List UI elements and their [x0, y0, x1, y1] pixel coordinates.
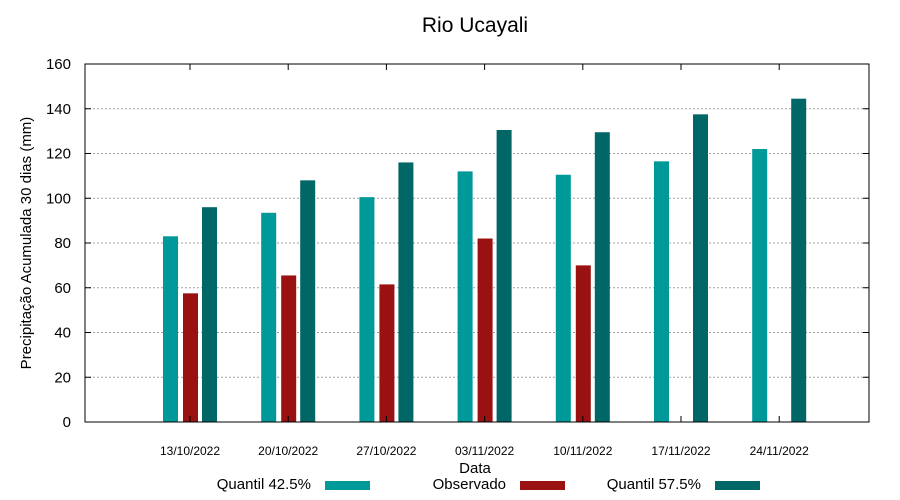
- bar-quantil-57-5--10-11-2022: [594, 132, 610, 422]
- legend: Quantil 42.5% Observado Quantil 57.5%: [217, 476, 760, 493]
- bars: [163, 98, 807, 423]
- legend-label: Quantil 42.5%: [217, 476, 311, 493]
- legend-label: Quantil 57.5%: [607, 476, 701, 493]
- bar-quantil-42-5--20-10-2022: [261, 212, 277, 422]
- legend-swatch: [715, 481, 760, 490]
- x-tick-label: 20/10/2022: [258, 444, 318, 458]
- bar-quantil-57-5--03-11-2022: [496, 130, 512, 422]
- y-tick-label: 60: [54, 280, 71, 297]
- bar-observado-10-11-2022: [575, 265, 591, 422]
- bar-observado-03-11-2022: [477, 238, 493, 422]
- x-axis-ticks: 13/10/2022 20/10/2022 27/10/2022 03/11/2022…: [160, 64, 809, 458]
- bar-quantil-42-5--13-10-2022: [163, 236, 178, 422]
- legend-swatch: [520, 481, 565, 490]
- x-tick-label: 03/11/2022: [455, 444, 514, 458]
- y-axis-label: Precipitação Acumulada 30 dias (mm): [18, 117, 35, 370]
- bar-quantil-57-5--24-11-2022: [791, 98, 807, 423]
- grid-lines: [85, 108, 869, 378]
- bar-quantil-57-5--17-11-2022: [693, 114, 708, 422]
- bar-observado-13-10-2022: [183, 293, 198, 422]
- legend-label: Observado: [433, 476, 506, 493]
- y-tick-label: 0: [63, 414, 71, 431]
- x-tick-label: 27/10/2022: [356, 444, 416, 458]
- y-tick-label: 160: [46, 56, 71, 73]
- y-tick-label: 20: [54, 369, 71, 386]
- bar-observado-20-10-2022: [281, 275, 297, 422]
- legend-swatch: [325, 481, 370, 490]
- x-axis-label: Data: [459, 460, 491, 477]
- x-tick-label: 17/11/2022: [651, 444, 710, 458]
- y-tick-label: 140: [46, 101, 71, 118]
- bar-quantil-42-5--24-11-2022: [752, 149, 768, 422]
- bar-quantil-42-5--27-10-2022: [359, 197, 375, 422]
- y-tick-label: 120: [46, 146, 71, 163]
- bar-quantil-42-5--17-11-2022: [654, 161, 669, 423]
- chart-title: Rio Ucayali: [422, 14, 528, 37]
- bar-quantil-57-5--27-10-2022: [398, 162, 414, 422]
- y-tick-label: 100: [46, 190, 71, 207]
- bar-quantil-57-5--20-10-2022: [300, 180, 316, 422]
- bar-quantil-42-5--03-11-2022: [457, 171, 473, 422]
- y-tick-label: 40: [54, 325, 71, 342]
- x-tick-label: 24/11/2022: [750, 444, 809, 458]
- y-tick-label: 80: [54, 235, 71, 252]
- bar-observado-27-10-2022: [379, 284, 395, 422]
- bar-quantil-57-5--13-10-2022: [202, 207, 217, 422]
- bar-quantil-42-5--10-11-2022: [555, 174, 571, 422]
- y-axis-ticks: 0 20 40 60 80 100 120 140 160: [46, 56, 869, 431]
- x-tick-label: 10/11/2022: [553, 444, 612, 458]
- x-tick-label: 13/10/2022: [160, 444, 220, 458]
